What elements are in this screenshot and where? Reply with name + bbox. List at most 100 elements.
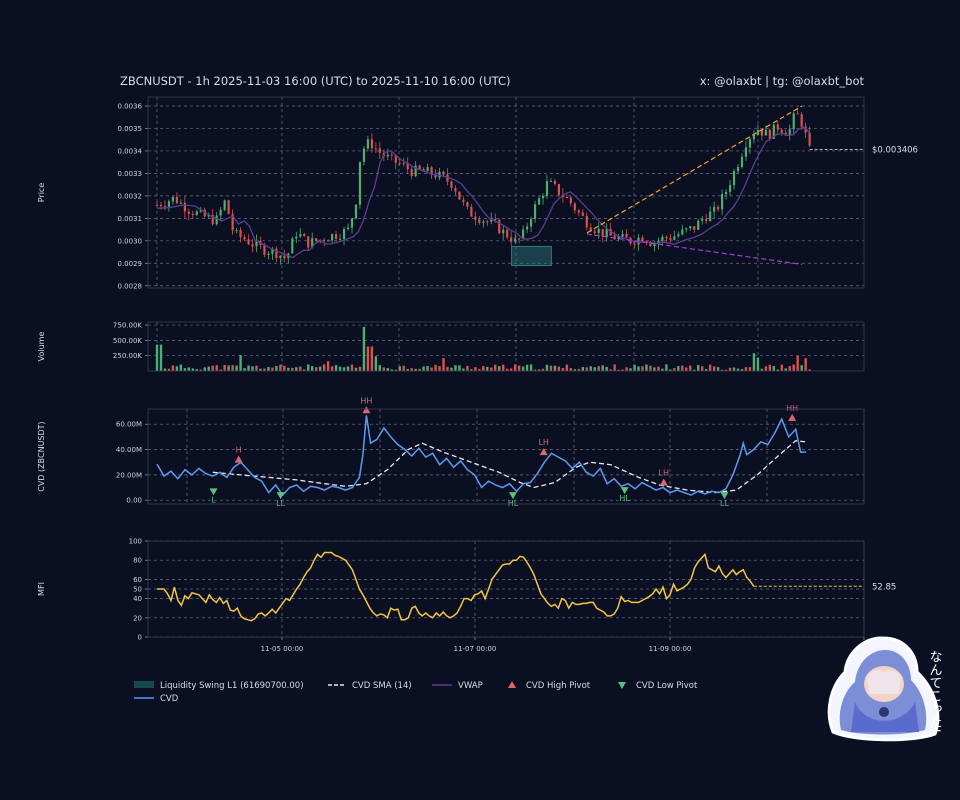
candle-body <box>366 139 369 149</box>
volume-bar <box>502 364 505 371</box>
candle-body <box>346 227 350 230</box>
candle-body <box>207 215 210 217</box>
x-tick-label: 11-05 00:00 <box>261 645 304 653</box>
candle-body <box>370 139 373 149</box>
resistance-trend-line <box>586 105 803 234</box>
volume-bar <box>430 367 433 371</box>
candle-body <box>617 236 620 240</box>
volume-bar <box>239 355 242 371</box>
cvd-low-pivot-marker <box>620 487 629 495</box>
volume-bar <box>637 366 640 371</box>
volume-bar <box>653 367 656 371</box>
candle-body <box>406 163 409 170</box>
candle-body <box>808 132 811 146</box>
candle-body <box>211 215 214 225</box>
volume-bar <box>708 364 712 371</box>
volume-bar <box>434 364 437 371</box>
candle-body <box>243 237 246 240</box>
candle-body <box>717 206 720 210</box>
candle-body <box>159 204 163 207</box>
candle-body <box>581 212 584 216</box>
volume-bar <box>283 365 286 371</box>
volume-bar <box>462 368 465 371</box>
cvd-tick-label: 0.00 <box>126 497 142 505</box>
volume-bar <box>533 369 537 371</box>
candle-body <box>267 253 270 255</box>
candle-body <box>498 219 501 234</box>
volume-bar <box>394 369 397 371</box>
candle-body <box>780 129 783 133</box>
candle-body <box>263 244 266 255</box>
volume-bar <box>569 368 573 371</box>
mfi-tick-label: 60 <box>133 576 142 584</box>
candle-body <box>585 215 588 228</box>
volume-bar <box>732 367 736 371</box>
volume-bar <box>255 365 258 371</box>
candle-body <box>720 194 724 210</box>
volume-bar <box>617 369 620 371</box>
candle-body <box>171 196 175 202</box>
candle-body <box>625 233 628 238</box>
candle-body <box>490 218 493 222</box>
volume-bar <box>641 366 644 371</box>
volume-bar <box>752 353 756 371</box>
candle-body <box>573 203 576 211</box>
volume-bar <box>780 364 783 371</box>
volume-bar <box>303 369 306 371</box>
volume-bar <box>589 366 592 371</box>
volume-bar <box>697 365 700 371</box>
volume-bar <box>724 369 728 371</box>
candle-body <box>418 165 421 170</box>
candle-body <box>474 216 477 220</box>
volume-bar <box>307 364 310 371</box>
volume-bar <box>657 366 660 371</box>
volume-bar <box>625 367 628 371</box>
volume-bar <box>677 366 680 371</box>
candle-body <box>179 202 182 204</box>
candle-body <box>354 204 358 219</box>
candle-body <box>502 229 505 234</box>
volume-bar <box>287 367 290 371</box>
legend: Liquidity Swing L1 (61690700.00) CVD SMA … <box>134 681 698 704</box>
candle-body <box>494 218 497 220</box>
candle-body <box>760 130 763 136</box>
volume-bar <box>370 346 374 371</box>
volume-bar <box>744 367 748 371</box>
volume-bar <box>358 366 362 371</box>
volume-bar <box>195 369 198 371</box>
cvd-low-pivot-marker <box>720 492 729 500</box>
volume-bar <box>275 366 278 371</box>
volume-bar <box>183 368 187 371</box>
candle-body <box>410 169 413 177</box>
volume-bar <box>756 357 760 371</box>
mfi-tick-label: 20 <box>133 614 142 622</box>
volume-bar <box>299 366 302 371</box>
candle-body <box>402 163 405 165</box>
price-tick-label: 0.0028 <box>118 282 143 290</box>
volume-bar <box>716 367 720 371</box>
price-tick-label: 0.0036 <box>118 102 143 110</box>
volume-bar <box>740 369 744 371</box>
volume-bar <box>565 364 569 371</box>
volume-bar <box>712 366 716 371</box>
cvd-tick-label: 60.00M <box>116 421 142 429</box>
candle-body <box>728 185 732 192</box>
candle-body <box>756 130 759 135</box>
price-tick-label: 0.0032 <box>118 192 143 200</box>
volume-bar <box>525 364 529 371</box>
candle-body <box>378 148 381 154</box>
volume-bar <box>390 369 393 371</box>
candle-body <box>358 161 362 205</box>
candle-body <box>422 169 425 172</box>
volume-bar <box>442 358 445 371</box>
candle-body <box>239 230 242 238</box>
candle-body <box>199 209 202 212</box>
candle-body <box>227 200 230 214</box>
vwap-line <box>157 126 811 259</box>
volume-bar <box>366 346 370 371</box>
candle-body <box>693 226 696 230</box>
cvd-high-pivot-marker <box>659 478 668 486</box>
panel-frame <box>147 321 865 372</box>
candle-body <box>219 209 222 216</box>
